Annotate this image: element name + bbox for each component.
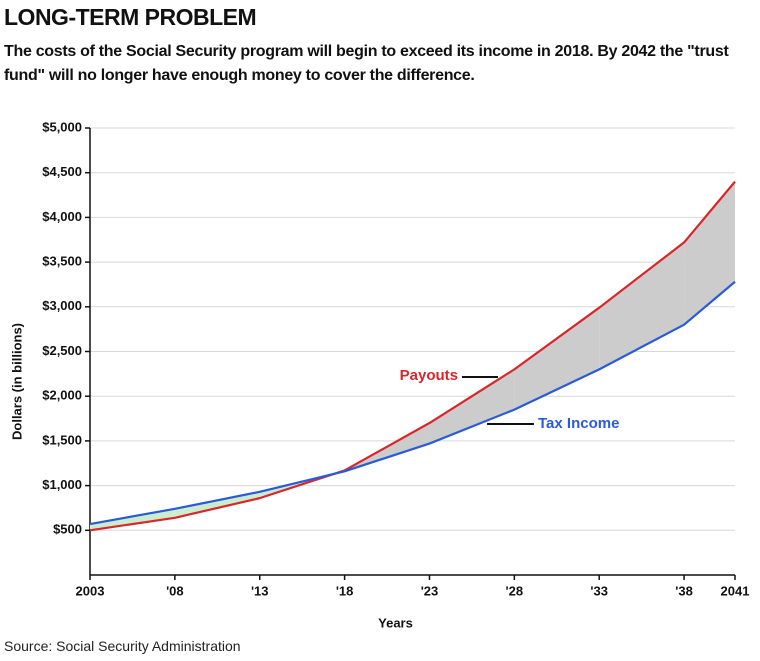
x-tick-label: 2041 (721, 583, 750, 598)
y-tick-label: $500 (53, 522, 82, 537)
y-tick-label: $5,000 (42, 119, 82, 134)
gap-area (599, 242, 685, 370)
gap-area (174, 491, 260, 518)
x-axis-label: Years (378, 615, 413, 630)
x-tick-label: '33 (590, 583, 608, 598)
y-axis-label: Dollars (in billions) (9, 323, 24, 440)
y-tick-label: $1,000 (42, 477, 82, 492)
series-line (89, 280, 736, 526)
series-line (89, 180, 736, 532)
series-label: Payouts (400, 367, 458, 384)
y-tick-label: $1,500 (42, 432, 82, 447)
chart-subtitle: The costs of the Social Security program… (4, 43, 729, 84)
x-tick-label: '08 (166, 583, 184, 598)
x-tick-label: '13 (251, 583, 269, 598)
x-tick-label: '28 (506, 583, 524, 598)
series-label: Tax Income (538, 415, 619, 432)
y-tick-label: $2,500 (42, 343, 82, 358)
source-note: Source: Social Security Administration (4, 638, 241, 654)
gap-area (90, 508, 175, 531)
y-tick-label: $3,000 (42, 298, 82, 313)
y-tick-label: $2,000 (42, 388, 82, 403)
y-tick-label: $3,500 (42, 254, 82, 269)
gap-area (684, 181, 735, 325)
gap-area (429, 369, 515, 444)
chart-title: LONG-TERM PROBLEM (4, 4, 257, 30)
x-tick-label: 2003 (76, 583, 105, 598)
y-tick-label: $4,000 (42, 209, 82, 224)
x-tick-label: '23 (421, 583, 439, 598)
y-tick-label: $4,500 (42, 164, 82, 179)
x-tick-label: '38 (675, 583, 693, 598)
gap-area (514, 307, 600, 410)
x-tick-label: '18 (336, 583, 354, 598)
